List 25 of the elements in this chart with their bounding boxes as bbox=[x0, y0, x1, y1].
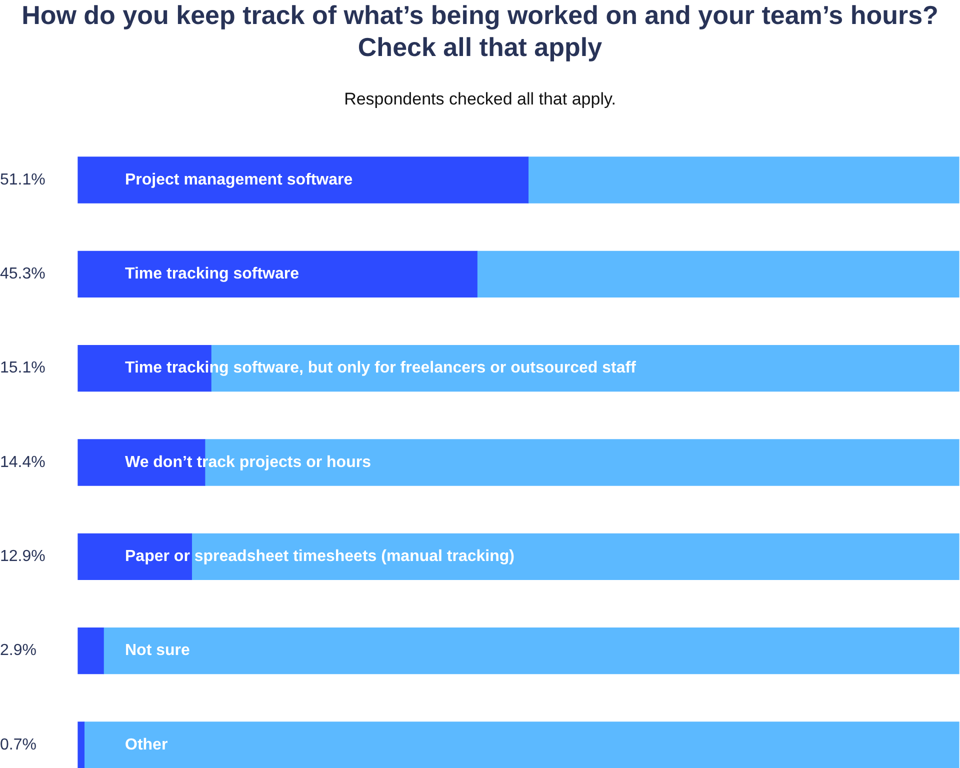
bar bbox=[476, 250, 960, 298]
data-label: 14.4% bbox=[0, 454, 46, 471]
bar bbox=[78, 722, 84, 768]
data-label: 2.9% bbox=[0, 642, 36, 660]
bar bbox=[78, 250, 478, 298]
data-label: 12.9% bbox=[0, 548, 46, 566]
data-label: 0.7% bbox=[0, 736, 36, 754]
bar bbox=[78, 156, 529, 204]
y-tick-label: Paper or spreadsheet timesheets (manual tracking) bbox=[125, 548, 514, 566]
y-tick-label: Time tracking software bbox=[125, 266, 300, 283]
bar bbox=[84, 722, 960, 768]
data-label: 15.1% bbox=[0, 360, 46, 377]
bar bbox=[103, 628, 960, 674]
bar bbox=[78, 628, 104, 674]
chart-title: How do you keep track of what’s being worked on and your team’s hours? Check all that apply bbox=[22, 0, 938, 62]
data-label: 45.3% bbox=[0, 266, 46, 283]
chart-subtitle: Respondents checked all that apply. bbox=[344, 90, 616, 109]
y-tick-label: Time tracking software, but only for freelancers or outsourced staff bbox=[125, 360, 637, 377]
bar bbox=[528, 156, 960, 204]
data-label: 51.1% bbox=[0, 171, 46, 188]
bar bbox=[191, 533, 960, 580]
y-tick-label: Other bbox=[125, 736, 168, 754]
bar bbox=[78, 533, 192, 580]
y-tick-label: Project management software bbox=[125, 171, 353, 188]
y-tick-label: Not sure bbox=[125, 642, 190, 660]
